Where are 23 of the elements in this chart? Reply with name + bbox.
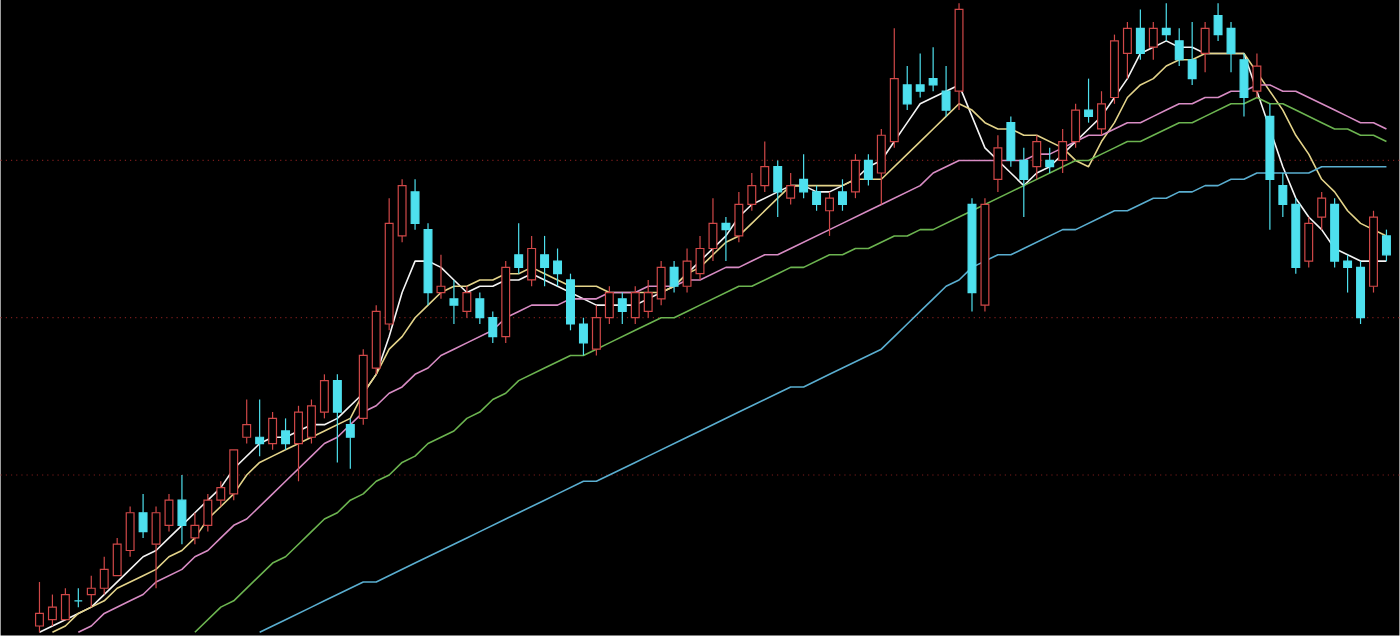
- candlestick: [993, 134, 1003, 193]
- candlestick: [410, 178, 420, 231]
- candlestick: [125, 506, 135, 558]
- candlestick: [669, 260, 679, 294]
- candlestick: [980, 197, 990, 313]
- candlestick: [397, 178, 407, 244]
- candlestick: [721, 216, 731, 262]
- candlestick: [1265, 103, 1275, 231]
- candlestick: [462, 285, 472, 319]
- candlestick: [928, 46, 938, 93]
- candlestick: [138, 493, 148, 539]
- candlestick: [190, 512, 200, 546]
- candlestick: [967, 197, 977, 313]
- candlestick: [734, 191, 744, 244]
- candlestick: [1200, 21, 1210, 74]
- candlestick: [449, 279, 459, 325]
- candlestick: [436, 254, 446, 300]
- candlestick: [1239, 53, 1249, 118]
- candlestick: [423, 223, 433, 307]
- candlestick: [1252, 53, 1262, 99]
- candlestick: [941, 65, 951, 118]
- candlestick: [177, 474, 187, 546]
- candlestick: [540, 235, 550, 288]
